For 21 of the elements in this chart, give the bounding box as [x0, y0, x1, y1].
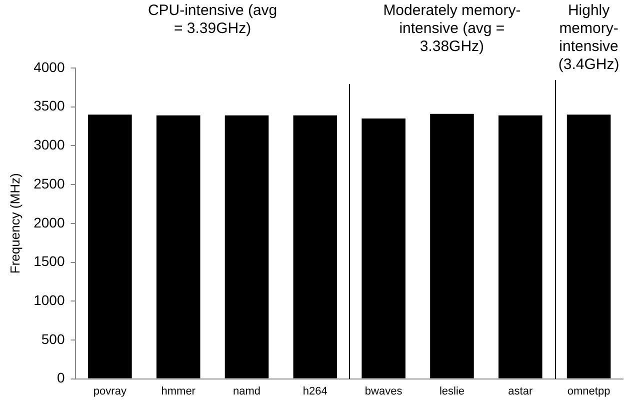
x-tick-label: hmmer: [161, 385, 196, 398]
y-tick-label: 1500: [34, 253, 65, 270]
y-tick-label: 2000: [34, 214, 65, 230]
x-tick-label: namd: [232, 385, 261, 398]
x-tick-label: bwaves: [364, 385, 403, 398]
y-tick-label: 4000: [34, 58, 65, 75]
x-tick-label: h264: [302, 385, 328, 398]
x-tick-label: astar: [508, 385, 533, 398]
annotation: Highly memory-intensive (3.4GHz): [557, 2, 620, 74]
text: CPU-intensive (avg = 3.39GHz): [148, 2, 278, 38]
x-tick-label: omnetpp: [567, 385, 610, 398]
y-tick-label: 1000: [34, 292, 65, 308]
y-tick-label: 2500: [34, 175, 65, 192]
y-tick-label: 0: [56, 370, 65, 386]
text: Moderately memory-intensive (avg = 3.38GHz): [382, 2, 522, 56]
y-tick-label: 3000: [34, 136, 65, 153]
y-axis-title: Frequency (MHz): [7, 173, 22, 274]
y-tick-label: 3500: [34, 98, 65, 114]
x-tick-label: povray: [93, 385, 127, 398]
y-tick-label: 500: [41, 330, 65, 347]
x-tick-label: leslie: [439, 385, 465, 398]
